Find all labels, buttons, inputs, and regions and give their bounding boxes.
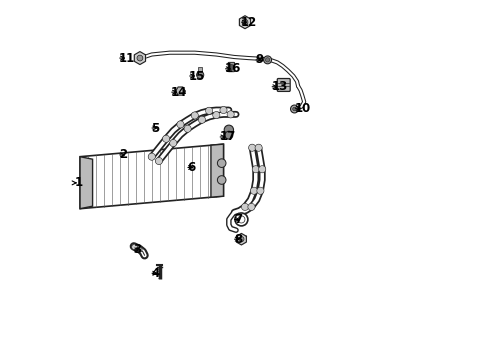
Circle shape	[191, 112, 198, 119]
Circle shape	[229, 64, 234, 69]
Circle shape	[220, 107, 227, 114]
Circle shape	[293, 107, 296, 111]
Circle shape	[196, 71, 204, 78]
Circle shape	[227, 111, 234, 118]
Polygon shape	[134, 51, 146, 64]
Text: 16: 16	[225, 62, 241, 75]
Circle shape	[132, 244, 137, 250]
Circle shape	[250, 187, 258, 194]
Circle shape	[257, 187, 264, 194]
FancyBboxPatch shape	[228, 62, 235, 72]
Text: 5: 5	[151, 122, 160, 135]
Circle shape	[239, 237, 244, 242]
Circle shape	[148, 153, 155, 160]
Circle shape	[224, 125, 234, 134]
Circle shape	[252, 166, 259, 173]
Circle shape	[184, 125, 191, 132]
Circle shape	[248, 144, 256, 151]
Polygon shape	[176, 87, 185, 95]
Text: 6: 6	[187, 161, 196, 174]
Polygon shape	[237, 233, 246, 245]
Circle shape	[266, 58, 270, 62]
Text: 17: 17	[220, 130, 236, 144]
Circle shape	[291, 105, 298, 113]
Text: 13: 13	[271, 80, 288, 93]
Circle shape	[198, 116, 205, 123]
Circle shape	[264, 56, 271, 64]
Circle shape	[137, 55, 143, 61]
Circle shape	[242, 19, 248, 25]
Polygon shape	[211, 144, 223, 197]
Circle shape	[205, 107, 213, 114]
Circle shape	[235, 213, 248, 226]
Polygon shape	[80, 144, 223, 209]
FancyBboxPatch shape	[277, 78, 290, 91]
Circle shape	[213, 112, 220, 119]
Circle shape	[259, 166, 266, 173]
Text: 9: 9	[255, 53, 264, 66]
Polygon shape	[80, 157, 93, 209]
Circle shape	[255, 144, 262, 151]
Circle shape	[177, 121, 184, 128]
Text: 2: 2	[119, 148, 127, 161]
Circle shape	[218, 176, 226, 184]
Circle shape	[163, 135, 170, 142]
Circle shape	[248, 203, 255, 211]
Circle shape	[136, 247, 142, 252]
Circle shape	[170, 139, 177, 147]
Text: 1: 1	[74, 176, 82, 189]
Text: 3: 3	[133, 243, 142, 256]
Text: 14: 14	[171, 86, 188, 99]
Circle shape	[218, 159, 226, 167]
Text: 10: 10	[295, 102, 311, 115]
Text: 7: 7	[234, 213, 242, 226]
Circle shape	[242, 203, 248, 211]
Text: 4: 4	[151, 267, 160, 280]
Text: 15: 15	[189, 69, 205, 82]
Circle shape	[155, 157, 163, 165]
Text: 11: 11	[119, 51, 135, 64]
Polygon shape	[240, 16, 250, 29]
Circle shape	[225, 131, 233, 139]
FancyBboxPatch shape	[198, 67, 202, 72]
Text: 8: 8	[234, 233, 242, 246]
Circle shape	[238, 216, 245, 223]
Text: 12: 12	[241, 16, 257, 29]
